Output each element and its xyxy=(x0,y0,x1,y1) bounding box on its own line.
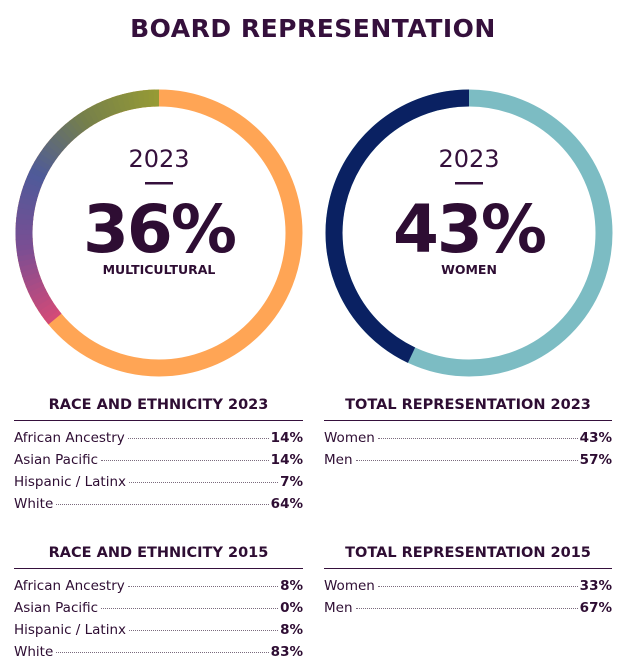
multicultural-segment xyxy=(15,89,160,325)
total-representation-2015-table: TOTAL REPRESENTATION 2015 Women 33% Men 67… xyxy=(324,545,612,622)
table-row: Men 57% xyxy=(324,452,612,474)
row-value: 0% xyxy=(280,600,303,616)
dot-leader xyxy=(127,438,269,439)
row-label: Men xyxy=(324,452,353,468)
dot-leader xyxy=(377,586,578,587)
table-heading: RACE AND ETHNICITY 2015 xyxy=(14,545,303,569)
women-donut-chart: 2023 43% WOMEN xyxy=(325,89,613,377)
race-ethnicity-2023-table: RACE AND ETHNICITY 2023 African Ancestry… xyxy=(14,397,303,518)
row-label: African Ancestry xyxy=(14,578,125,594)
row-label: Hispanic / Latinx xyxy=(14,622,127,638)
dot-leader xyxy=(56,652,269,653)
row-value: 8% xyxy=(280,578,303,594)
page-title: BOARD REPRESENTATION xyxy=(130,14,496,43)
dot-leader xyxy=(101,460,269,461)
row-label: White xyxy=(14,644,54,660)
race-ethnicity-2015-table: RACE AND ETHNICITY 2015 African Ancestry… xyxy=(14,545,303,666)
table-row: Asian Pacific 0% xyxy=(14,600,303,622)
table-heading: RACE AND ETHNICITY 2023 xyxy=(14,397,303,421)
row-value: 7% xyxy=(280,474,303,490)
table-heading: TOTAL REPRESENTATION 2015 xyxy=(324,545,612,569)
row-value: 14% xyxy=(270,452,303,468)
center-value: 43% xyxy=(393,191,546,268)
row-value: 33% xyxy=(579,578,612,594)
dot-leader xyxy=(129,482,279,483)
table-heading: TOTAL REPRESENTATION 2023 xyxy=(324,397,612,421)
table-row: Men 67% xyxy=(324,600,612,622)
row-label: White xyxy=(14,496,54,512)
center-value: 36% xyxy=(83,191,236,268)
multicultural-donut-chart: 2023 36% MULTICULTURAL xyxy=(15,89,303,377)
row-label: Women xyxy=(324,430,375,446)
row-label: Men xyxy=(324,600,353,616)
row-label: Asian Pacific xyxy=(14,600,99,616)
table-row: Women 33% xyxy=(324,578,612,600)
row-value: 64% xyxy=(270,496,303,512)
divider xyxy=(145,182,173,185)
dot-leader xyxy=(56,504,269,505)
dot-leader xyxy=(127,586,279,587)
row-label: Women xyxy=(324,578,375,594)
table-row: Hispanic / Latinx 8% xyxy=(14,622,303,644)
year-label: 2023 xyxy=(128,145,189,173)
table-row: African Ancestry 14% xyxy=(14,430,303,452)
dot-leader xyxy=(129,630,279,631)
dot-leader xyxy=(355,608,578,609)
table-row: White 83% xyxy=(14,644,303,666)
row-value: 57% xyxy=(579,452,612,468)
center-label: WOMEN xyxy=(441,262,497,277)
table-row: White 64% xyxy=(14,496,303,518)
table-row: Women 43% xyxy=(324,430,612,452)
divider xyxy=(455,182,483,185)
dot-leader xyxy=(377,438,578,439)
row-label: African Ancestry xyxy=(14,430,125,446)
row-value: 67% xyxy=(579,600,612,616)
table-row: Asian Pacific 14% xyxy=(14,452,303,474)
row-value: 83% xyxy=(270,644,303,660)
row-value: 8% xyxy=(280,622,303,638)
year-label: 2023 xyxy=(438,145,499,173)
women-segment xyxy=(325,89,470,363)
row-value: 43% xyxy=(579,430,612,446)
total-representation-2023-table: TOTAL REPRESENTATION 2023 Women 43% Men 57… xyxy=(324,397,612,474)
dot-leader xyxy=(355,460,578,461)
dot-leader xyxy=(101,608,279,609)
row-label: Hispanic / Latinx xyxy=(14,474,127,490)
table-row: African Ancestry 8% xyxy=(14,578,303,600)
row-label: Asian Pacific xyxy=(14,452,99,468)
table-row: Hispanic / Latinx 7% xyxy=(14,474,303,496)
center-label: MULTICULTURAL xyxy=(103,262,216,277)
row-value: 14% xyxy=(270,430,303,446)
